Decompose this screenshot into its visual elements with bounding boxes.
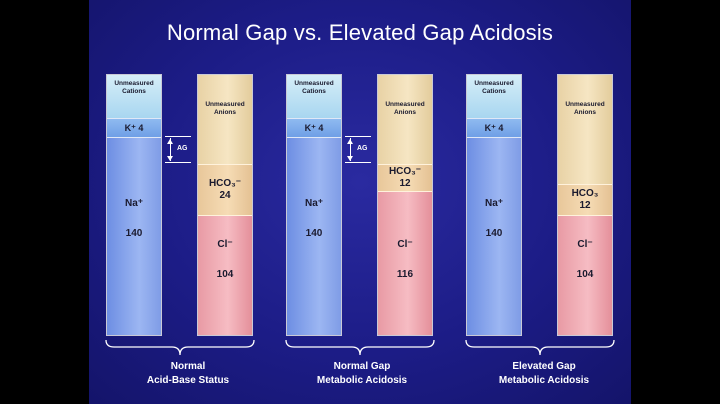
- segment-label: Unmeasured: [385, 101, 425, 108]
- sodium-value: 140: [305, 228, 323, 239]
- bicarbonate-ion-label: HCO₃⁻: [208, 178, 242, 189]
- segment-label: Unmeasured: [474, 80, 514, 87]
- anion-gap-label: AG: [357, 145, 368, 152]
- grouping-brace: [285, 340, 435, 356]
- segment-label: Cations: [482, 88, 506, 95]
- anion-gap-marker: AG: [165, 136, 191, 164]
- potassium-label: K⁺ 4: [484, 123, 504, 133]
- caption-line: Elevated Gap: [512, 361, 576, 372]
- chloride-segment: Cl⁻ 116: [378, 192, 432, 335]
- slide-background: [89, 0, 631, 404]
- caption-line: Metabolic Acidosis: [316, 375, 408, 386]
- grouping-brace: [105, 340, 255, 356]
- potassium-label: K⁺ 4: [124, 123, 144, 133]
- sodium-value: 140: [125, 228, 143, 239]
- segment-label: Cations: [302, 88, 326, 95]
- cation-column-elevated-gap: Unmeasured Cations K⁺ 4 Na⁺ 140: [466, 74, 522, 336]
- sodium-segment: Na⁺ 140: [467, 138, 521, 335]
- caption-line: Normal: [170, 361, 206, 372]
- segment-label: Unmeasured: [114, 80, 154, 87]
- chloride-value: 104: [216, 269, 234, 280]
- chloride-ion-label: Cl⁻: [217, 239, 233, 250]
- sodium-segment: Na⁺ 140: [287, 138, 341, 335]
- anion-column-normal-gap: Unmeasured Anions HCO₃⁻ 12 Cl⁻ 116: [377, 74, 433, 336]
- segment-label: Anions: [213, 109, 237, 116]
- bicarbonate-value: 12: [399, 178, 411, 189]
- unmeasured-cations-segment: Unmeasured Cations: [107, 75, 161, 118]
- unmeasured-anions-segment: Unmeasured Anions: [378, 75, 432, 164]
- anion-gap-label: AG: [177, 145, 188, 152]
- anion-column-normal: Unmeasured Anions HCO₃⁻ 24 Cl⁻ 104: [197, 74, 253, 336]
- unmeasured-anions-segment: Unmeasured Anions: [198, 75, 252, 164]
- chloride-ion-label: Cl⁻: [577, 239, 593, 250]
- slide-title: Normal Gap vs. Elevated Gap Acidosis: [166, 20, 554, 45]
- potassium-segment: K⁺ 4: [287, 118, 341, 138]
- panel-caption: Elevated Gap Metabolic Acidosis: [464, 360, 624, 388]
- chloride-segment: Cl⁻ 104: [198, 216, 252, 335]
- unmeasured-cations-segment: Unmeasured Cations: [287, 75, 341, 118]
- bicarbonate-segment: HCO₃⁻ 24: [198, 164, 252, 216]
- caption-line: Normal Gap: [333, 361, 391, 372]
- panel-caption: Normal Gap Metabolic Acidosis: [282, 360, 442, 388]
- potassium-segment: K⁺ 4: [467, 118, 521, 138]
- bicarbonate-segment: HCO₃⁻ 12: [378, 164, 432, 192]
- anion-column-elevated-gap: Unmeasured Anions HCO₃ 12 Cl⁻ 104: [557, 74, 613, 336]
- cation-column-normal: Unmeasured Cations K⁺ 4 Na⁺ 140: [106, 74, 162, 336]
- sodium-segment: Na⁺ 140: [107, 138, 161, 335]
- bicarbonate-segment: HCO₃ 12: [558, 184, 612, 216]
- segment-label: Anions: [573, 109, 597, 116]
- bicarbonate-ion-label: HCO₃: [571, 188, 599, 199]
- chloride-value: 116: [396, 269, 414, 280]
- anion-gap-marker: AG: [345, 136, 371, 164]
- sodium-value: 140: [485, 228, 503, 239]
- sodium-ion-label: Na⁺: [304, 198, 324, 209]
- sodium-ion-label: Na⁺: [484, 198, 504, 209]
- cation-column-normal-gap: Unmeasured Cations K⁺ 4 Na⁺ 140: [286, 74, 342, 336]
- grouping-brace: [465, 340, 615, 356]
- potassium-segment: K⁺ 4: [107, 118, 161, 138]
- potassium-label: K⁺ 4: [304, 123, 324, 133]
- chloride-ion-label: Cl⁻: [397, 239, 413, 250]
- unmeasured-cations-segment: Unmeasured Cations: [467, 75, 521, 118]
- chloride-segment: Cl⁻ 104: [558, 216, 612, 335]
- unmeasured-anions-segment: Unmeasured Anions: [558, 75, 612, 184]
- segment-label: Unmeasured: [205, 101, 245, 108]
- bicarbonate-ion-label: HCO₃⁻: [388, 166, 422, 177]
- segment-label: Unmeasured: [294, 80, 334, 87]
- segment-label: Unmeasured: [565, 101, 605, 108]
- segment-label: Anions: [393, 109, 417, 116]
- sodium-ion-label: Na⁺: [124, 198, 144, 209]
- caption-line: Acid-Base Status: [146, 375, 230, 386]
- segment-label: Cations: [122, 88, 146, 95]
- bicarbonate-value: 12: [579, 200, 591, 211]
- chloride-value: 104: [576, 269, 594, 280]
- caption-line: Metabolic Acidosis: [498, 375, 590, 386]
- panel-caption: Normal Acid-Base Status: [108, 360, 268, 388]
- bicarbonate-value: 24: [219, 190, 231, 201]
